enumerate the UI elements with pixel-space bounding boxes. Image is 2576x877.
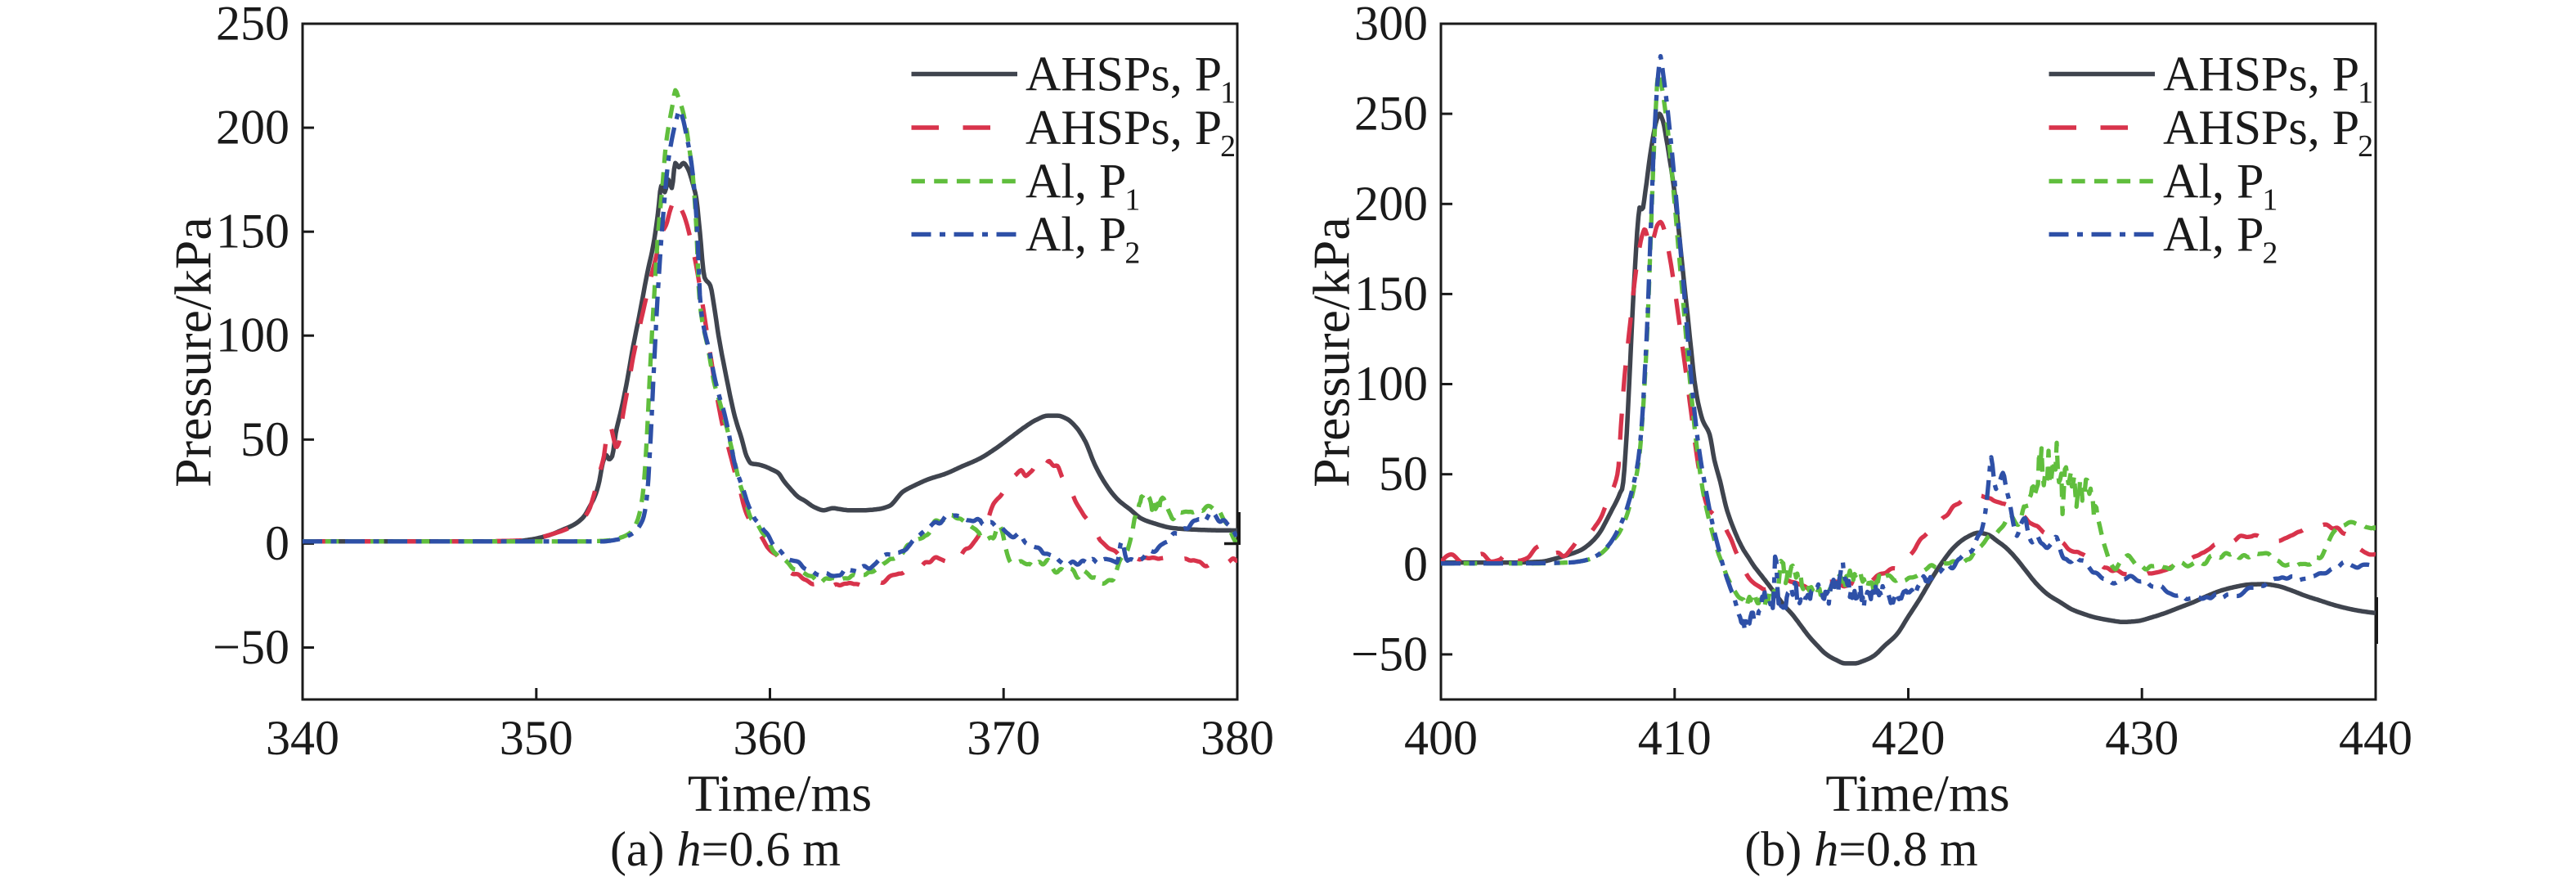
svg-text:370: 370 — [967, 711, 1040, 765]
svg-text:410: 410 — [1638, 711, 1712, 765]
svg-text:200: 200 — [1354, 177, 1428, 231]
svg-text:250: 250 — [1354, 87, 1428, 141]
svg-text:Pressure/kPa: Pressure/kPa — [1303, 217, 1361, 488]
svg-text:AHSPs, P2: AHSPs, P2 — [2163, 101, 2373, 164]
svg-text:Al, P1: Al, P1 — [1025, 155, 1140, 218]
svg-text:Time/ms: Time/ms — [688, 764, 872, 822]
svg-text:50: 50 — [1379, 447, 1428, 501]
svg-text:Al, P2: Al, P2 — [2163, 208, 2278, 271]
svg-text:400: 400 — [1404, 711, 1478, 765]
svg-text:300: 300 — [1354, 0, 1428, 51]
svg-text:AHSPs, P1: AHSPs, P1 — [2163, 47, 2373, 110]
svg-text:380: 380 — [1200, 711, 1274, 765]
svg-text:200: 200 — [216, 101, 289, 155]
svg-text:Al, P1: Al, P1 — [2163, 155, 2278, 218]
svg-text:Pressure/kPa: Pressure/kPa — [164, 217, 222, 488]
svg-text:AHSPs, P2: AHSPs, P2 — [1025, 101, 1236, 164]
svg-text:350: 350 — [500, 711, 573, 765]
svg-text:250: 250 — [216, 0, 289, 51]
svg-text:Time/ms: Time/ms — [1825, 764, 2009, 822]
svg-text:Al, P2: Al, P2 — [1025, 208, 1140, 271]
svg-text:100: 100 — [216, 308, 289, 362]
svg-text:−50: −50 — [213, 620, 289, 674]
svg-text:AHSPs, P1: AHSPs, P1 — [1025, 47, 1236, 110]
svg-text:0: 0 — [1403, 537, 1428, 591]
svg-text:360: 360 — [734, 711, 807, 765]
svg-text:(a) h=0.6 m: (a) h=0.6 m — [610, 822, 841, 876]
svg-text:440: 440 — [2339, 711, 2412, 765]
svg-text:430: 430 — [2105, 711, 2179, 765]
svg-text:420: 420 — [1872, 711, 1945, 765]
svg-text:50: 50 — [240, 412, 289, 466]
svg-text:(b) h=0.8 m: (b) h=0.8 m — [1744, 822, 1977, 876]
svg-text:150: 150 — [1354, 267, 1428, 321]
svg-text:−50: −50 — [1351, 627, 1428, 681]
svg-text:0: 0 — [265, 516, 289, 570]
svg-text:340: 340 — [266, 711, 339, 765]
svg-text:150: 150 — [216, 205, 289, 259]
svg-text:100: 100 — [1354, 357, 1428, 411]
